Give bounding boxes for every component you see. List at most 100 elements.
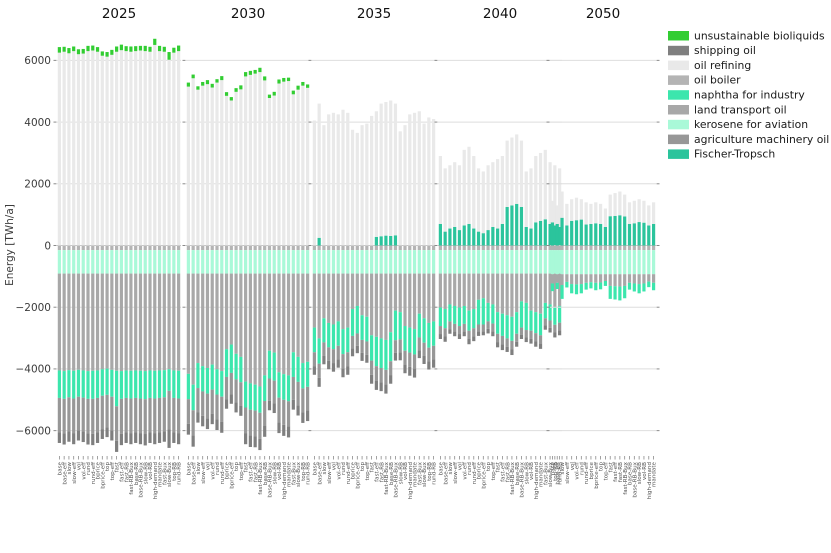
x-tick-label: base [312,461,318,475]
bar-segment-unsustainable_bioliquids [224,92,229,96]
bar-segment-oil_refining [239,89,243,246]
x-tick-label: slow-RB [272,462,278,484]
bar-segment-oil_boiler [186,245,190,251]
bar-segment-oil_refining [598,203,603,224]
bar [393,103,398,361]
bar-segment-land_transport_oil [584,274,588,283]
bar-segment-fischer_tropsch [379,236,383,246]
panel-2040: 2040basebase-effslowslow-effvolvol-effru… [434,6,564,499]
bar-segment-shipping_oil [486,328,490,334]
x-tick-label: base [438,461,444,475]
bar-segment-oil_refining [510,137,514,206]
bar [322,125,326,365]
bar-segment-land_transport_oil [215,273,219,370]
bar [296,85,300,416]
bar-segment-naphtha_for_industry [398,312,402,340]
bar-segment-naphtha_for_industry [327,322,331,348]
bar-segment-agriculture_machinery_oil [327,347,331,361]
bar-segment-kerosene_for_aviation [457,250,462,274]
bar-segment-unsustainable_bioliquids [253,69,257,74]
bar-segment-oil_boiler [524,245,528,251]
bar-segment-unsustainable_bioliquids [234,88,238,92]
bar-segment-agriculture_machinery_oil [239,382,243,406]
x-tick-label: slow-eff [72,462,78,484]
bar [453,162,457,337]
bar-segment-agriculture_machinery_oil [529,330,533,339]
bar-segment-agriculture_machinery_oil [417,337,421,351]
bar-segment-agriculture_machinery_oil [220,396,224,422]
bar [306,84,310,422]
bar [239,85,243,416]
bar-segment-naphtha_for_industry [379,338,383,368]
bar [570,199,574,294]
x-tick-label: base [551,461,557,475]
bar-segment-agriculture_machinery_oil [346,352,350,367]
x-tick-label: top [360,462,366,472]
x-tick-label: high-demand [647,462,653,500]
bar-segment-oil_refining [432,118,436,246]
bar-segment-naphtha_for_industry [312,327,316,353]
bar-segment-oil_boiler [560,245,564,251]
bar-segment-kerosene_for_aviation [296,250,300,274]
bar-segment-unsustainable_bioliquids [62,46,66,52]
bar-segment-naphtha_for_industry [457,307,462,327]
bar-segment-land_transport_oil [555,274,559,283]
bar-segment-land_transport_oil [374,273,378,337]
x-tick-label: vol-eff [210,462,216,480]
x-tick-label: fast [370,461,376,472]
bar-segment-oil_refining [191,78,195,246]
bar-segment-kerosene_for_aviation [267,250,272,274]
bar-segment-shipping_oil [134,432,138,443]
bar-segment-oil_boiler [267,245,272,251]
bar-segment-oil_boiler [350,245,355,251]
bar-segment-naphtha_for_industry [462,305,466,324]
bar-segment-land_transport_oil [186,273,190,374]
bar-segment-oil_refining [457,165,462,231]
bar-segment-land_transport_oil [153,273,157,371]
bar-segment-oil_boiler [336,245,340,251]
x-tick-label: slow-RB [398,462,404,484]
bar [215,79,219,431]
bar-segment-land_transport_oil [95,273,100,371]
bar-segment-shipping_oil [286,426,291,438]
bar-segment-shipping_oil [341,368,345,378]
bar-segment-shipping_oil [453,331,457,337]
x-tick-label: bprice-eff [481,462,487,489]
bar-segment-oil_boiler [553,245,557,251]
bar-segment-fischer_tropsch [560,217,564,246]
bar-segment-unsustainable_bioliquids [205,80,210,85]
bar-segment-kerosene_for_aviation [481,250,485,274]
bar-segment-land_transport_oil [384,273,388,340]
x-tick-label: rund-RB [558,462,564,485]
bar-segment-naphtha_for_industry [177,370,181,399]
bar-segment-shipping_oil [191,435,195,447]
bar-segment-agriculture_machinery_oil [379,367,383,383]
bar-segment-shipping_oil [239,405,243,416]
bar-segment-agriculture_machinery_oil [115,406,119,441]
bar-segment-land_transport_oil [286,273,291,376]
bar-segment-oil_boiler [248,245,252,251]
x-tick-label: high-demand [408,462,414,500]
bar-segment-oil_refining [115,51,119,246]
bar-segment-unsustainable_bioliquids [81,48,85,54]
bar-segment-shipping_oil [172,432,176,443]
x-tick-label: fast-RB [379,462,385,482]
bar-segment-shipping_oil [403,364,407,374]
x-tick-label: fast-RB [618,462,624,482]
bar-segment-oil_refining [253,73,257,246]
bar-segment-oil_refining [355,132,359,246]
bar-segment-kerosene_for_aviation [618,250,622,275]
bar-segment-oil_refining [438,156,442,224]
bar-segment-kerosene_for_aviation [286,250,291,274]
bar-segment-naphtha_for_industry [62,371,66,399]
bar-segment-shipping_oil [244,433,248,445]
x-tick-label: top-RB [427,462,433,481]
bar-segment-land_transport_oil [244,273,248,382]
bar-segment-land_transport_oil [548,273,552,305]
bar-segment-land_transport_oil [296,273,300,357]
bar-segment-shipping_oil [534,341,538,347]
bar-segment-land_transport_oil [105,273,109,369]
bar-segment-fischer_tropsch [505,206,509,246]
bar-segment-shipping_oil [558,330,562,336]
bar [417,111,421,359]
